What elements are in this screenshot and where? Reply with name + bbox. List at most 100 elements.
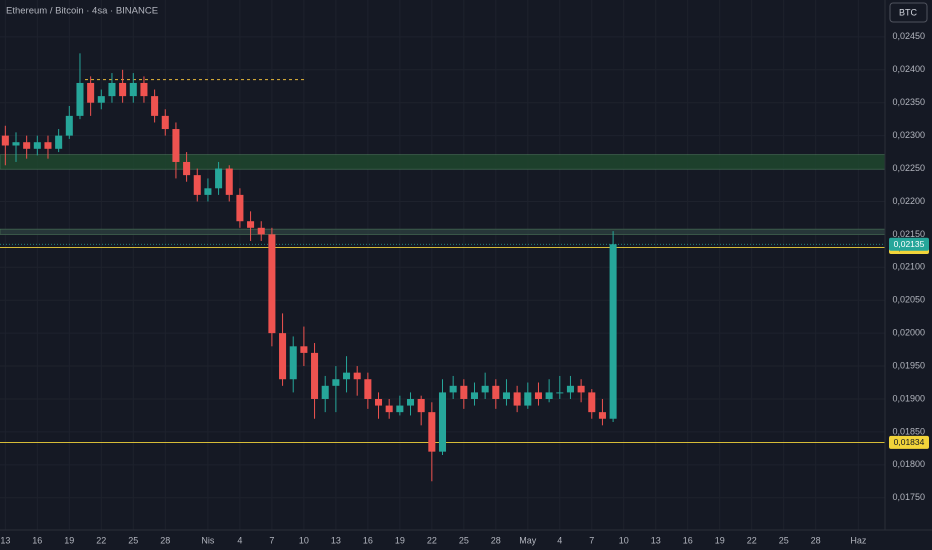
y-tick-label: 0,02100	[892, 262, 925, 272]
candle-body	[577, 385, 585, 393]
candle-body	[1, 135, 9, 146]
candle-body	[566, 385, 574, 393]
y-tick-label: 0,02400	[892, 64, 925, 74]
x-tick-label: 25	[128, 535, 138, 545]
zone	[0, 228, 886, 235]
x-tick-label: 25	[459, 535, 469, 545]
x-tick-label: 16	[683, 535, 693, 545]
candle-body	[204, 188, 212, 195]
candle-body	[438, 392, 447, 452]
x-tick-label: 7	[589, 535, 594, 545]
candle-body	[44, 142, 52, 149]
candle-body	[534, 392, 542, 399]
candle-body	[588, 392, 596, 413]
y-tick-label: 0,01750	[892, 492, 925, 502]
price-tag-label: 0,01834	[894, 437, 925, 447]
candle-body	[428, 412, 436, 452]
candle-body	[289, 346, 297, 380]
candle-body	[460, 385, 468, 399]
candle-body	[385, 405, 393, 413]
y-tick-label: 0,01800	[892, 459, 925, 469]
candle-body	[406, 398, 415, 406]
y-tick-label: 0,02000	[892, 328, 925, 338]
y-tick-label: 0,02350	[892, 97, 925, 107]
candle-body	[108, 82, 116, 97]
x-tick-label: 13	[0, 535, 10, 545]
candle-body	[449, 385, 457, 393]
x-tick-label: Haz	[850, 535, 867, 545]
candle-body	[33, 142, 41, 149]
candle-body	[23, 142, 31, 149]
candle-body	[598, 412, 606, 419]
x-tick-label: 19	[395, 535, 405, 545]
candle-body	[151, 96, 159, 116]
candle-body	[321, 385, 329, 399]
price-tag	[889, 435, 929, 449]
candle-body	[545, 392, 553, 399]
currency-label: BTC	[899, 7, 918, 17]
x-tick-label: 4	[237, 535, 242, 545]
x-tick-label: 22	[427, 535, 437, 545]
candle-body	[513, 392, 521, 406]
price-tag	[889, 237, 929, 251]
candle-body	[396, 405, 404, 413]
y-tick-label: 0,02450	[892, 31, 925, 41]
candle-body	[375, 398, 383, 406]
x-tick-label: 19	[715, 535, 725, 545]
candle-body	[97, 96, 105, 103]
zone	[0, 154, 886, 170]
x-tick-label: 28	[491, 535, 501, 545]
x-tick-label: 13	[331, 535, 341, 545]
candle-body	[502, 392, 510, 399]
candle-body	[332, 379, 340, 386]
x-tick-label: 16	[363, 535, 373, 545]
candle-body	[65, 115, 73, 136]
currency-button[interactable]	[889, 2, 928, 23]
x-tick-label: 10	[619, 535, 629, 545]
candle-body	[481, 385, 489, 393]
candle-body	[609, 244, 617, 419]
candle-body	[311, 352, 319, 399]
x-tick-label: 13	[651, 535, 661, 545]
x-tick-label: Nis	[201, 535, 214, 545]
candle-body	[76, 82, 84, 116]
candle-body	[236, 194, 244, 222]
price-tag-label: 0,02135	[894, 239, 925, 249]
candle-body	[417, 398, 425, 413]
y-tick-label: 0,01850	[892, 426, 925, 436]
y-tick-label: 0,02250	[892, 163, 925, 173]
candle-body	[161, 115, 169, 130]
candle-body	[279, 333, 287, 380]
y-tick-label: 0,02200	[892, 196, 925, 206]
y-tick-label: 0,01900	[892, 393, 925, 403]
candle-body	[129, 82, 137, 97]
x-tick-label: 4	[557, 535, 562, 545]
candle-body	[193, 175, 201, 195]
y-tick-label: 0,02150	[892, 229, 925, 239]
x-tick-label: 7	[269, 535, 274, 545]
candle-body	[343, 372, 351, 380]
candle-body	[353, 372, 361, 380]
candle-body	[87, 82, 95, 103]
candle-body	[257, 227, 265, 235]
x-tick-label: 28	[160, 535, 170, 545]
candle-body	[140, 82, 148, 97]
x-tick-label: 10	[299, 535, 309, 545]
candle-body	[119, 82, 127, 97]
candle-body	[556, 392, 564, 394]
candle-body	[183, 161, 191, 176]
x-tick-label: 22	[747, 535, 757, 545]
candle-body	[470, 392, 479, 399]
candle-body	[300, 346, 308, 353]
x-tick-label: 16	[32, 535, 42, 545]
x-tick-label: 19	[64, 535, 74, 545]
candle-body	[247, 221, 255, 228]
y-tick-label: 0,02300	[892, 130, 925, 140]
candle-body	[172, 129, 180, 162]
chart-title: Ethereum / Bitcoin · 4sa · BINANCE	[6, 6, 158, 17]
grid	[0, 79, 886, 443]
candle-body	[268, 234, 276, 334]
y-tick-label: 0,02050	[892, 295, 925, 305]
